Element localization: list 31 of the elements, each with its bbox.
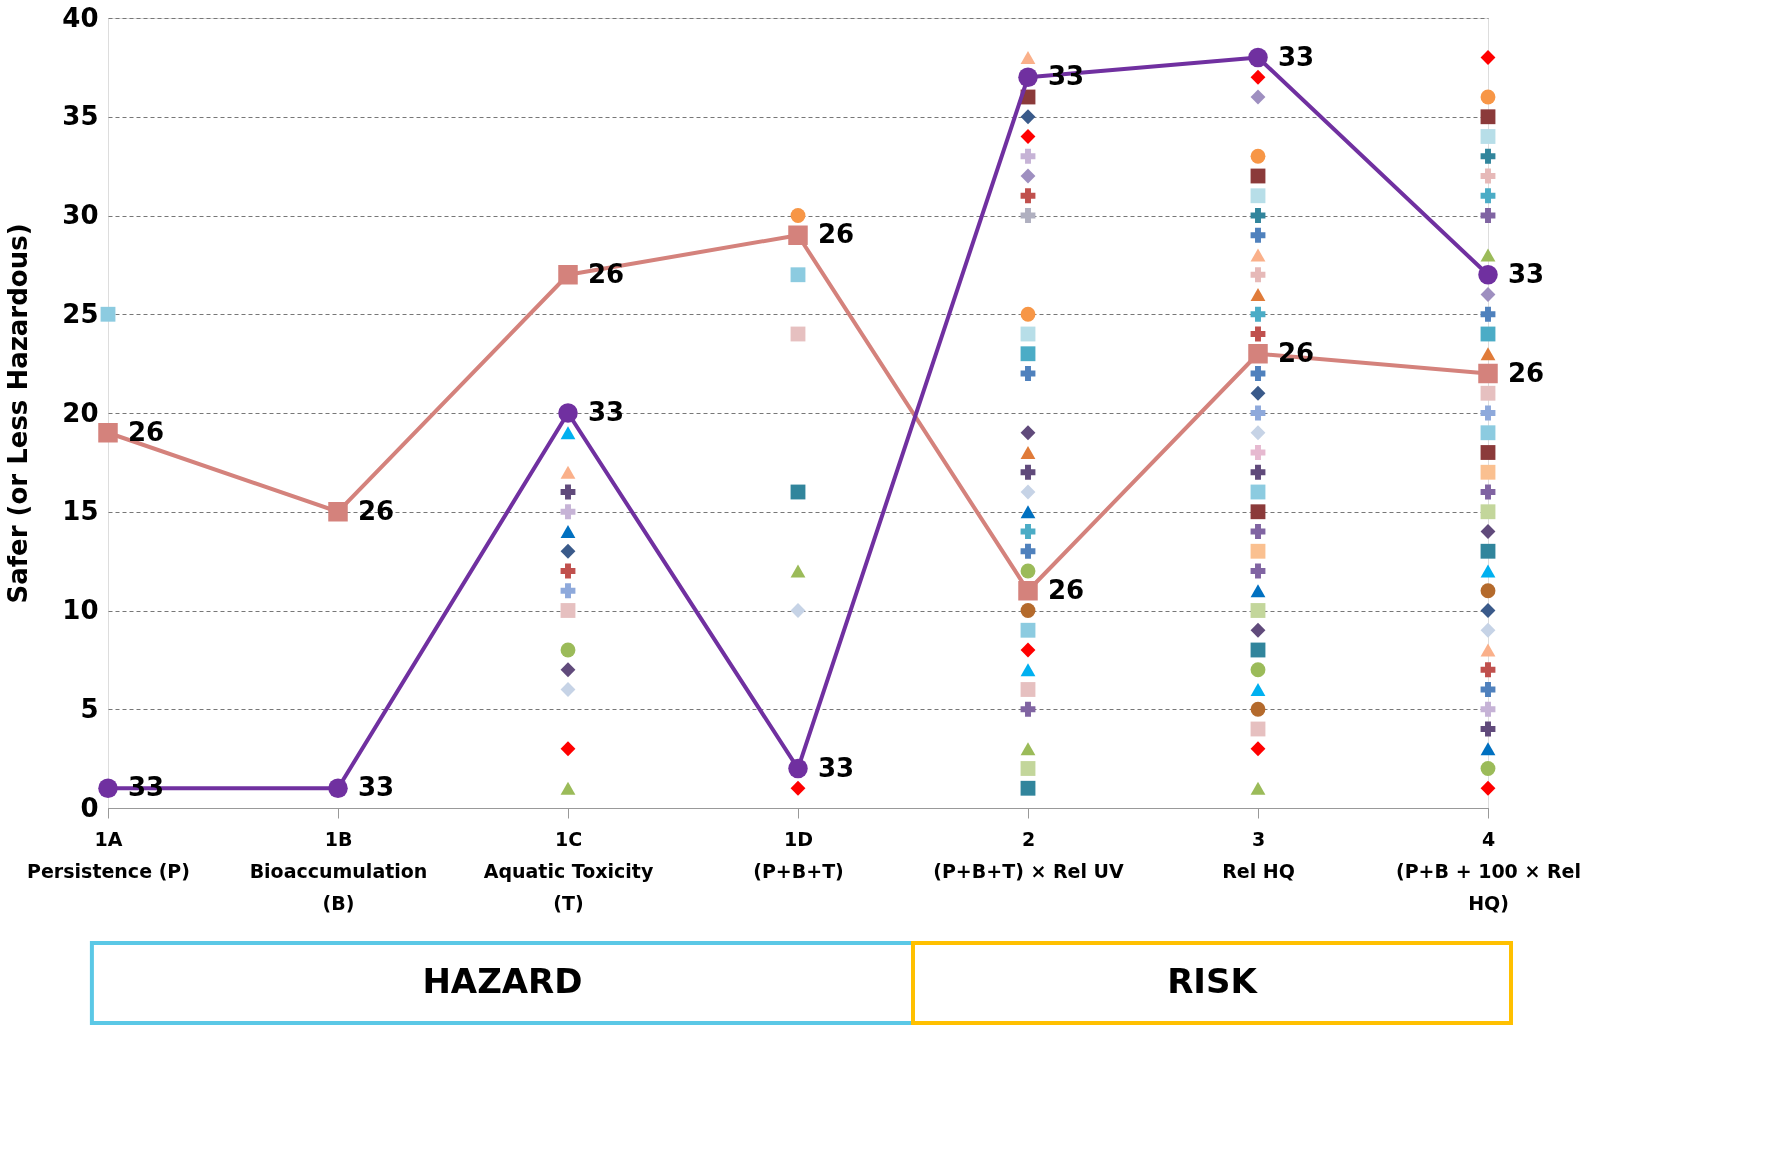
y-tick-label: 20 <box>62 397 99 428</box>
y-tick-label: 15 <box>62 496 99 527</box>
y-tick-label: 30 <box>62 200 99 230</box>
y-tick-label: 0 <box>80 792 99 823</box>
text: 33 <box>588 397 625 427</box>
y-tick-label: 25 <box>62 298 99 329</box>
text: 26 <box>128 416 165 447</box>
text: 26 <box>1048 574 1085 605</box>
y-tick-label: 5 <box>80 693 99 724</box>
text: RISK <box>1167 961 1259 1001</box>
x-tick-label: 1A Persistence (P) <box>27 827 190 882</box>
x-tick-label: 4 (P+B + 100 × Rel HQ) <box>1396 827 1581 914</box>
x-tick-label: 1C Aquatic Toxicity (T) <box>483 827 654 914</box>
y-tick-label: 35 <box>62 101 99 132</box>
text: 33 <box>1508 258 1545 289</box>
y-axis-title: Safer (or Less Hazardous) <box>3 223 34 604</box>
text: 33 <box>818 752 855 783</box>
x-tick-label: 1D (P+B+T) <box>753 827 844 882</box>
text: HAZARD <box>422 961 583 1001</box>
y-tick-label: 40 <box>62 2 99 33</box>
series-label: 26 <box>588 258 625 289</box>
x-tick-label: 2 (P+B+T) × Rel UV <box>933 827 1125 882</box>
text: 26 <box>1508 357 1545 388</box>
text: 26 <box>818 219 855 250</box>
text: 26 <box>1278 337 1315 368</box>
text: 33 <box>358 772 395 803</box>
x-tick-label: 1B Bioaccumulation (B) <box>249 827 428 914</box>
x-tick-label: 3 Rel HQ <box>1222 827 1295 882</box>
text: 26 <box>358 495 395 526</box>
text: 33 <box>1278 41 1315 72</box>
y-tick-label: 10 <box>62 595 99 625</box>
